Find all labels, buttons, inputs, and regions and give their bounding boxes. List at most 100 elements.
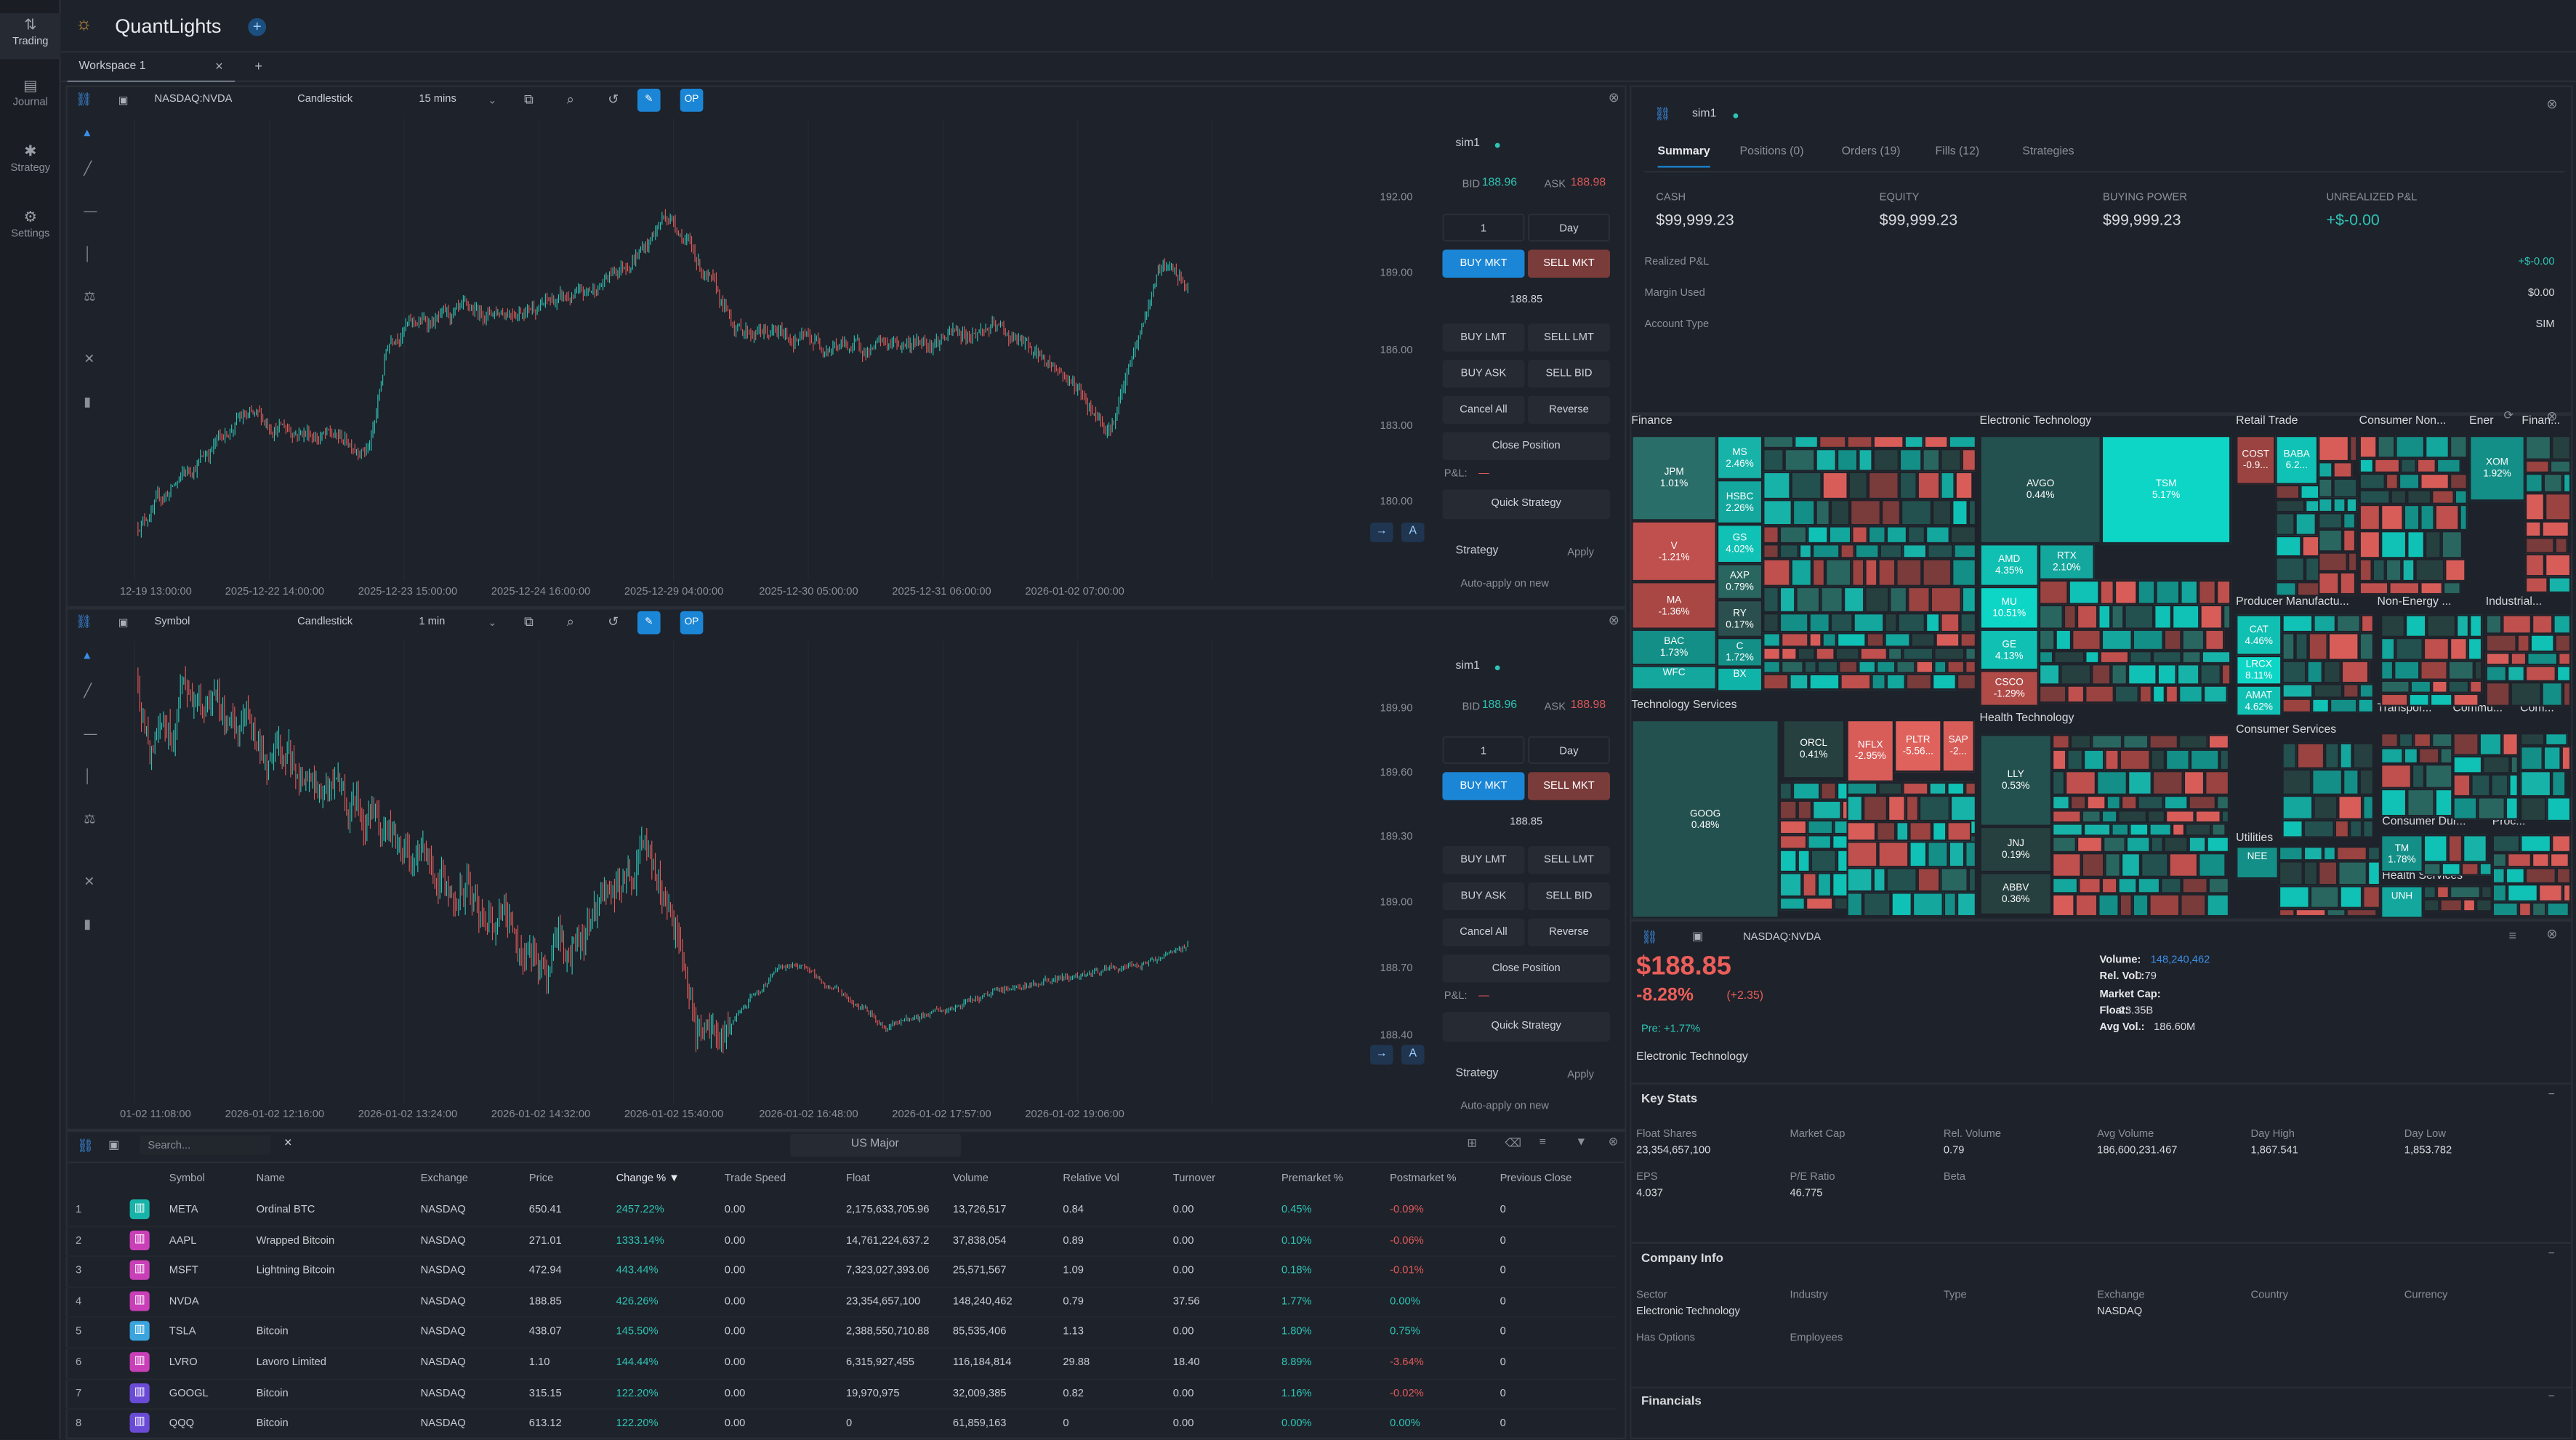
heatmap-tile[interactable] — [2201, 651, 2231, 664]
heatmap-tile[interactable] — [1917, 471, 1941, 500]
heatmap-tile[interactable] — [2449, 472, 2468, 490]
heatmap-tile[interactable] — [2099, 651, 2130, 664]
heatmap-tile[interactable] — [1797, 647, 1816, 661]
heatmap-tile[interactable] — [1956, 892, 1977, 917]
heatmap-tile[interactable] — [1930, 586, 1962, 614]
heatmap-tile[interactable] — [2163, 629, 2182, 651]
heatmap-tile[interactable] — [2561, 746, 2572, 771]
limit-price-input[interactable]: 188.85 — [1442, 808, 1610, 837]
heatmap-tile[interactable] — [2163, 836, 2189, 853]
heatmap-tile[interactable] — [2129, 823, 2149, 837]
collapse-icon[interactable]: − — [2548, 1391, 2555, 1404]
heatmap-tile[interactable] — [2309, 885, 2340, 909]
table-row[interactable]: 1 ▥ META Ordinal BTC NASDAQ 650.41 2457.22% 0.0… — [65, 1196, 1617, 1227]
sell-bid-button[interactable]: SELL BID — [1527, 882, 1610, 911]
heatmap-tile[interactable] — [2463, 898, 2476, 912]
heatmap-tile[interactable] — [2420, 582, 2443, 595]
heatmap-tile[interactable] — [2474, 660, 2483, 680]
heatmap-tile[interactable] — [2295, 908, 2327, 917]
heatmap-tile[interactable] — [2074, 893, 2098, 917]
heatmap-tile[interactable] — [2066, 749, 2083, 771]
heatmap-tile[interactable] — [2505, 867, 2525, 884]
heatmap-tile[interactable] — [2137, 579, 2156, 605]
heatmap-tile[interactable] — [1815, 499, 1830, 526]
heatmap-tile[interactable] — [2207, 877, 2230, 894]
lock-icon[interactable]: ▣ — [118, 95, 129, 107]
heatmap-tile[interactable] — [2325, 742, 2340, 769]
heatmap-tile[interactable] — [2410, 680, 2432, 693]
heatmap-tile[interactable] — [2556, 867, 2572, 884]
heatmap-tile[interactable] — [2178, 685, 2203, 704]
heatmap-tile[interactable] — [2198, 579, 2217, 605]
heatmap-tile[interactable] — [1815, 449, 1837, 472]
heatmap-tile[interactable] — [1763, 632, 1782, 648]
search-icon[interactable]: ⌕ — [566, 614, 574, 630]
heatmap-tile[interactable] — [1807, 819, 1834, 835]
column-header[interactable]: Symbol — [169, 1172, 205, 1185]
heatmap-tile[interactable] — [2562, 883, 2572, 902]
heatmap-tile[interactable] — [1864, 586, 1890, 614]
heatmap-tile[interactable] — [2362, 795, 2374, 820]
heatmap-tile[interactable] — [2360, 614, 2374, 633]
heatmap-tile[interactable] — [1867, 471, 1899, 500]
tab-workspace-1[interactable]: Workspace 1 × — [67, 52, 236, 83]
heatmap-tile[interactable] — [2078, 877, 2101, 894]
heatmap-tile[interactable] — [1867, 526, 1886, 544]
heatmap-tile[interactable] — [2477, 797, 2505, 820]
heatmap-tile[interactable] — [2181, 877, 2208, 894]
quantity-input[interactable]: 1 — [1442, 213, 1525, 242]
heatmap-tile[interactable] — [2111, 664, 2128, 685]
heatmap-tile[interactable] — [1879, 544, 1903, 559]
heatmap-tile[interactable]: ORCL 0.41% — [1782, 719, 1846, 779]
heatmap-tile[interactable] — [1851, 558, 1865, 587]
heatmap-tile[interactable] — [1763, 673, 1790, 691]
heatmap-tile[interactable] — [1872, 435, 1904, 449]
heatmap-tile[interactable] — [2339, 885, 2363, 909]
heatmap-tile[interactable] — [2524, 867, 2556, 884]
heatmap-tile[interactable] — [2380, 637, 2396, 661]
heatmap-tile[interactable] — [2442, 582, 2461, 595]
heatmap-tile[interactable] — [2295, 512, 2317, 536]
heatmap-tile[interactable] — [2189, 749, 2220, 771]
heatmap-tile[interactable] — [2313, 795, 2338, 820]
heatmap-tile[interactable]: GS 4.02% — [1716, 524, 1763, 564]
heatmap-tile[interactable] — [2449, 885, 2481, 899]
heatmap-tile[interactable] — [2318, 861, 2338, 886]
heatmap-tile[interactable] — [2282, 614, 2314, 633]
heatmap-tile[interactable] — [2562, 472, 2572, 494]
heatmap-tile[interactable] — [2188, 795, 2217, 810]
heatmap-tile[interactable] — [1896, 558, 1923, 587]
heatmap-tile[interactable] — [1960, 632, 1977, 648]
heatmap-tile[interactable] — [2060, 664, 2092, 685]
heatmap-tile[interactable] — [2553, 614, 2572, 635]
buy-limit-button[interactable]: BUY LMT — [1442, 323, 1525, 352]
heatmap-tile[interactable] — [2339, 742, 2353, 769]
heatmap-tile[interactable] — [1851, 526, 1868, 544]
quick-strategy-button[interactable]: Quick Strategy — [1442, 1012, 1610, 1042]
heatmap-tile[interactable] — [1779, 872, 1803, 898]
heatmap-tile[interactable] — [2038, 685, 2067, 704]
symbol-input[interactable]: NASDAQ:NVDA — [154, 93, 233, 105]
strategy-select[interactable]: Strategy — [1455, 545, 1499, 558]
heatmap-tile[interactable] — [1952, 558, 1977, 587]
heatmap-tile[interactable] — [2548, 576, 2572, 593]
heatmap-tile[interactable] — [2160, 877, 2182, 894]
heatmap-tile[interactable] — [2549, 853, 2569, 868]
heatmap-tile[interactable] — [2520, 771, 2552, 797]
heatmap-tile[interactable] — [1932, 499, 1952, 526]
heatmap-tile[interactable] — [2507, 665, 2525, 682]
heatmap-tile[interactable] — [1876, 821, 1896, 842]
heatmap-tile[interactable]: BX — [1716, 667, 1763, 692]
heatmap-tile[interactable] — [2510, 681, 2542, 707]
heatmap-tile[interactable] — [2404, 614, 2427, 637]
heatmap-tile[interactable] — [2343, 512, 2356, 529]
heatmap-tile[interactable] — [1858, 660, 1877, 674]
heatmap-tile[interactable] — [1904, 435, 1924, 449]
heatmap-tile[interactable] — [1927, 544, 1954, 559]
heatmap-tile[interactable] — [1812, 558, 1826, 587]
heatmap-tile[interactable] — [2362, 819, 2374, 838]
heatmap-tile[interactable] — [2551, 834, 2572, 853]
heatmap-tile[interactable] — [2098, 893, 2120, 917]
heatmap-tile[interactable] — [2459, 504, 2468, 531]
heatmap-tile[interactable] — [2081, 810, 2101, 824]
